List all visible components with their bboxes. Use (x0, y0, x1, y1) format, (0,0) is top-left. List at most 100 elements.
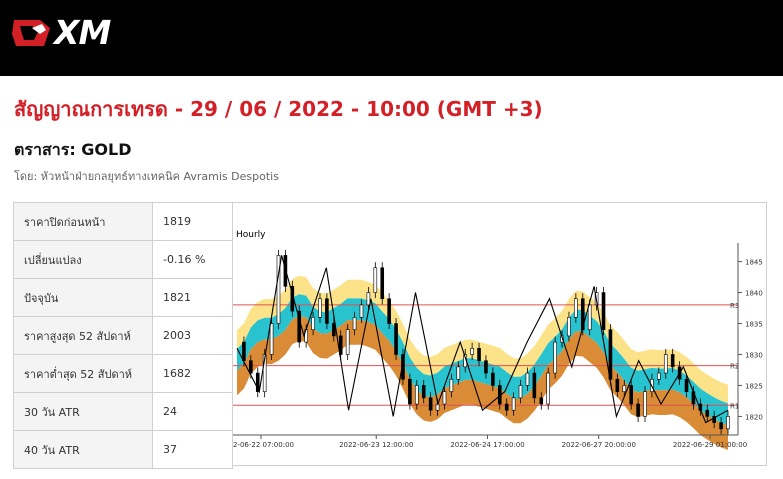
candle-body (622, 385, 627, 392)
price-chart: Hourly R3 R2 R1 1820 1825 1830 1835 1840 1845 2-… (233, 203, 766, 465)
table-row: เปลี่ยนแปลง -0.16 % (13, 240, 233, 279)
candle-body (325, 298, 329, 324)
candle-body (380, 267, 385, 300)
y-tick-label: 1840 (745, 290, 763, 298)
candle-body (567, 317, 571, 337)
candle-body (539, 397, 544, 405)
candle-body (373, 267, 378, 293)
chart-title: Hourly (236, 230, 266, 240)
candle-body (428, 397, 433, 411)
indicator-bands (237, 275, 728, 450)
candle-body (643, 391, 647, 417)
cyan-band (237, 294, 728, 426)
xm-logo[interactable]: XM (10, 13, 111, 52)
yellow-band (237, 275, 728, 404)
resistance-label-r3: R3 (730, 302, 739, 310)
candle-body (255, 372, 260, 392)
y-tick-label: 1830 (745, 351, 763, 359)
candle-body (366, 292, 371, 306)
candle-body (629, 385, 633, 405)
candle-body (345, 329, 350, 355)
candle-body (712, 416, 716, 423)
candle-body (580, 298, 585, 331)
candle-body (636, 403, 640, 417)
y-tick-label: 1845 (745, 259, 763, 267)
brand-name: XM (54, 13, 111, 52)
candle-body (525, 372, 530, 386)
y-tick-label: 1825 (745, 382, 763, 390)
candle-body (491, 372, 495, 386)
candle-body (421, 385, 426, 399)
candle-body (276, 255, 281, 324)
candle-body (608, 329, 613, 380)
stat-label: ปัจจุบัน (13, 278, 153, 317)
candle-body (511, 397, 516, 411)
zigzag-line (236, 255, 729, 424)
x-tick-label: 2-06-22 07:00:00 (233, 441, 294, 449)
candle-body (442, 391, 447, 405)
candle-body (663, 354, 668, 374)
candle-body (719, 422, 723, 430)
zigzag-path (236, 255, 729, 424)
stat-label: ราคาสูงสุด 52 สัปดาห์ (13, 316, 153, 355)
candle-body (726, 416, 730, 430)
page-title: สัญญาณการเทรด - 29 / 06 / 2022 - 10:00 (… (14, 97, 543, 121)
candle-body (574, 298, 578, 318)
table-row: ราคาสูงสุด 52 สัปดาห์ 2003 (13, 316, 233, 355)
candle-body (242, 341, 246, 361)
table-row: 40 วัน ATR 37 (13, 430, 233, 469)
candle-body (670, 354, 675, 368)
author-line: โดย: หัวหน้าฝ่ายกลยุทธ์ทางเทคนิค Avramis… (14, 170, 279, 183)
stat-value: 37 (152, 430, 233, 469)
candle-body (415, 385, 419, 405)
x-tick-label: 2022-06-27 20:00:00 (562, 441, 636, 449)
candle-body (352, 317, 357, 331)
x-tick-label: 2022-06-29 01:00:00 (673, 441, 747, 449)
candle-body (408, 378, 412, 405)
candle-body (456, 366, 461, 380)
resistance-label-r1: R1 (730, 402, 739, 410)
candle-body (504, 403, 509, 411)
stat-label: ราคาปิดก่อนหน้า (13, 202, 153, 241)
table-row: ราคาปิดก่อนหน้า 1819 (13, 202, 233, 241)
candle-body (387, 298, 391, 324)
candle-body (338, 335, 343, 355)
orange-band (237, 315, 728, 450)
resistance-label-r2: R2 (730, 363, 739, 371)
x-tick-label: 2022-06-24 17:00:00 (450, 441, 524, 449)
candle-body (332, 323, 336, 337)
stat-value: -0.16 % (152, 240, 233, 279)
y-tick-label: 1835 (745, 321, 763, 329)
candle-body (532, 372, 537, 399)
stat-value: 1821 (152, 278, 233, 317)
chart-axes: 1820 1825 1830 1835 1840 1845 2-06-22 07:00:00… (233, 243, 763, 449)
stat-label: 40 วัน ATR (13, 430, 153, 469)
stat-label: เปลี่ยนแปลง (13, 240, 153, 279)
xm-bull-icon (12, 20, 50, 46)
candle-body (615, 378, 620, 392)
candle-body (311, 317, 315, 331)
candle-body (318, 298, 322, 318)
x-tick-label: 2022-06-23 12:00:00 (339, 441, 413, 449)
candle-body (269, 323, 274, 355)
candle-body (262, 354, 267, 392)
candle-body (518, 385, 523, 399)
table-row: 30 วัน ATR 24 (13, 392, 233, 431)
candle-body (657, 372, 661, 380)
stat-value: 24 (152, 392, 233, 431)
instrument-label: ตราสาร: GOLD (14, 140, 132, 159)
candle-body (553, 341, 557, 374)
stat-label: 30 วัน ATR (13, 392, 153, 431)
candle-body (394, 323, 398, 355)
stat-value: 1819 (152, 202, 233, 241)
candle-body (297, 310, 302, 343)
table-row: ราคาต่ำสุด 52 สัปดาห์ 1682 (13, 354, 233, 393)
candle-body (705, 409, 710, 417)
candle-body (484, 360, 488, 374)
stats-table: ราคาปิดก่อนหน้า 1819 เปลี่ยนแปลง -0.16 %… (13, 202, 233, 469)
candle-body (249, 360, 253, 374)
candle-body (477, 347, 481, 361)
top-banner: XM (0, 0, 783, 76)
y-tick-label: 1820 (745, 413, 763, 421)
candle-body (546, 372, 550, 405)
